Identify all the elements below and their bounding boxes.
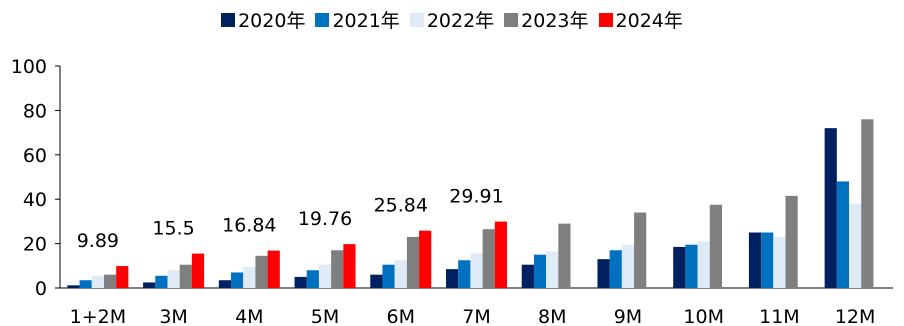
legend-label-2021: 2021年 — [332, 10, 400, 32]
bar — [685, 244, 698, 288]
bar — [597, 259, 610, 288]
bar — [394, 260, 407, 288]
bar — [155, 275, 168, 288]
data-labels: 9.89 15.5 16.84 19.76 25.84 29.91 — [77, 186, 504, 252]
bar — [167, 270, 180, 288]
bar — [143, 282, 156, 288]
x-tick-label: 10M — [683, 306, 724, 326]
bar — [458, 260, 471, 288]
bar — [785, 195, 798, 288]
bar — [116, 266, 129, 288]
bar — [103, 274, 117, 288]
bar — [231, 272, 244, 288]
legend-label-2022: 2022年 — [426, 10, 495, 32]
bar — [318, 264, 332, 288]
x-axis: 1+2M 3M 4M 5M 6M 7M 8M 9M 10M 11M 12M — [60, 287, 893, 326]
data-label: 29.91 — [449, 186, 503, 208]
bar — [267, 250, 280, 288]
bar — [673, 246, 686, 288]
y-axis: 0 20 40 60 80 100 — [11, 56, 61, 300]
data-label: 16.84 — [222, 215, 276, 237]
y-tick-label: 60 — [23, 145, 47, 167]
bar — [697, 241, 710, 288]
bar — [849, 203, 862, 288]
legend-swatch-2022 — [409, 12, 424, 27]
bar — [761, 232, 774, 288]
bar — [446, 269, 459, 288]
legend-label-2024: 2024年 — [615, 10, 683, 32]
data-label: 15.5 — [152, 218, 194, 240]
legend-swatch-2021 — [315, 12, 330, 27]
bar — [533, 254, 547, 288]
bar — [773, 236, 786, 288]
bar — [306, 270, 319, 288]
bar — [861, 119, 874, 288]
bar — [343, 244, 356, 288]
bar — [255, 255, 268, 288]
bar — [709, 204, 722, 288]
bar — [748, 232, 762, 288]
bar — [621, 244, 635, 288]
bar — [406, 236, 420, 288]
y-tick-label: 100 — [11, 56, 47, 78]
y-tick-label: 40 — [23, 189, 47, 211]
bar — [382, 264, 395, 288]
x-tick-label: 6M — [387, 306, 415, 326]
legend-swatch-2023 — [504, 12, 519, 27]
legend-label-2020: 2020年 — [238, 10, 306, 32]
legend-swatch-2024 — [598, 12, 613, 27]
bar — [824, 128, 837, 288]
bar — [243, 266, 256, 288]
bar — [836, 181, 850, 288]
y-tick-label: 0 — [35, 278, 47, 300]
bar — [67, 285, 80, 288]
y-tick-label: 20 — [23, 234, 47, 256]
bar — [521, 264, 534, 288]
bar — [634, 212, 647, 288]
bar — [494, 221, 507, 288]
data-label: 25.84 — [374, 195, 428, 217]
bar — [294, 276, 307, 288]
bar — [609, 250, 622, 288]
x-tick-label: 8M — [538, 306, 566, 326]
bar — [470, 253, 483, 288]
legend-swatch-2020 — [221, 12, 236, 27]
bar — [91, 275, 104, 288]
bar — [79, 280, 92, 288]
legend-label-2023: 2023年 — [521, 10, 589, 32]
legend-item-2020[interactable]: 2020年 — [221, 6, 305, 33]
x-tick-label: 7M — [462, 306, 490, 326]
bar — [546, 251, 559, 288]
x-tick-label: 5M — [311, 306, 339, 326]
x-tick-label: 12M — [835, 306, 876, 326]
bar — [370, 274, 383, 288]
legend-item-2024[interactable]: 2024年 — [598, 6, 683, 33]
x-tick-label: 9M — [614, 306, 642, 326]
legend-item-2023[interactable]: 2023年 — [504, 6, 589, 33]
bar — [179, 264, 192, 288]
x-tick-label: 11M — [759, 306, 800, 326]
data-label: 9.89 — [77, 230, 119, 252]
bar — [419, 230, 432, 288]
x-tick-label: 1+2M — [70, 306, 127, 326]
bar — [558, 223, 571, 288]
x-tick-label: 4M — [235, 306, 263, 326]
legend-item-2021[interactable]: 2021年 — [315, 6, 400, 33]
bars — [67, 119, 874, 288]
bar — [191, 253, 205, 288]
legend: 2020年 2021年 2022年 2023年 2024年 — [0, 6, 904, 33]
x-tick-label: 3M — [159, 306, 187, 326]
y-tick-label: 80 — [23, 100, 47, 122]
legend-item-2022[interactable]: 2022年 — [409, 6, 495, 33]
bar — [218, 280, 232, 288]
data-label: 19.76 — [298, 208, 352, 230]
bar — [331, 250, 344, 288]
bar — [482, 229, 495, 288]
